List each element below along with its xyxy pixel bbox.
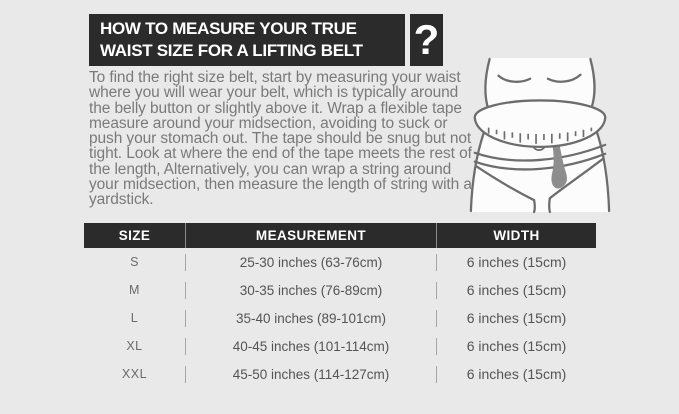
column-header-measurement: MEASUREMENT [255, 228, 367, 243]
row-divider [185, 337, 186, 355]
width-cell: 6 inches (15cm) [466, 310, 567, 326]
size-cell: S [130, 255, 139, 269]
header: HOW TO MEASURE YOUR TRUE WAIST SIZE FOR … [89, 14, 443, 66]
width-cell: 6 inches (15cm) [466, 338, 567, 354]
row-divider [185, 309, 186, 327]
row-divider [436, 309, 437, 327]
size-cell: XXL [121, 367, 148, 381]
width-cell: 6 inches (15cm) [466, 282, 567, 298]
measurement-cell: 30-35 inches (76-89cm) [239, 282, 383, 298]
waist-measurement-illustration [461, 56, 619, 214]
size-cell: M [129, 283, 140, 297]
page-title-line-2: WAIST SIZE FOR A LIFTING BELT [100, 41, 363, 60]
size-cell: XL [126, 339, 143, 353]
table-row-xl: XL 40-45 inches (101-114cm) 6 inches (15… [84, 332, 596, 360]
question-mark-icon: ? [413, 16, 440, 63]
intro-paragraph: To find the right size belt, start by me… [89, 69, 472, 209]
row-divider [436, 365, 437, 383]
table-row-m: M 30-35 inches (76-89cm) 6 inches (15cm) [84, 276, 596, 304]
row-divider [185, 253, 186, 271]
header-divider [436, 223, 437, 248]
table-row-xxl: XXL 45-50 inches (114-127cm) 6 inches (1… [84, 360, 596, 388]
size-table: SIZE MEASUREMENT WIDTH S 25-30 inches (6… [84, 223, 596, 388]
width-cell: 6 inches (15cm) [466, 366, 567, 382]
measurement-cell: 25-30 inches (63-76cm) [239, 254, 383, 270]
column-header-size: SIZE [118, 228, 151, 243]
waist-tape-icon [469, 57, 611, 214]
row-divider [436, 253, 437, 271]
table-row-s: S 25-30 inches (63-76cm) 6 inches (15cm) [84, 248, 596, 276]
page-title: HOW TO MEASURE YOUR TRUE WAIST SIZE FOR … [89, 14, 405, 66]
measurement-cell: 45-50 inches (114-127cm) [232, 366, 390, 382]
header-divider [185, 223, 186, 248]
row-divider [185, 365, 186, 383]
row-divider [436, 337, 437, 355]
page-title-line-1: HOW TO MEASURE YOUR TRUE [100, 19, 357, 38]
column-header-width: WIDTH [493, 228, 540, 243]
question-mark-badge: ? [410, 14, 443, 66]
table-row-l: L 35-40 inches (89-101cm) 6 inches (15cm… [84, 304, 596, 332]
width-cell: 6 inches (15cm) [466, 254, 567, 270]
row-divider [436, 281, 437, 299]
size-cell: L [130, 311, 139, 325]
size-table-header-row: SIZE MEASUREMENT WIDTH [84, 223, 596, 248]
row-divider [185, 281, 186, 299]
measurement-cell: 40-45 inches (101-114cm) [232, 338, 390, 354]
measurement-cell: 35-40 inches (89-101cm) [235, 310, 387, 326]
